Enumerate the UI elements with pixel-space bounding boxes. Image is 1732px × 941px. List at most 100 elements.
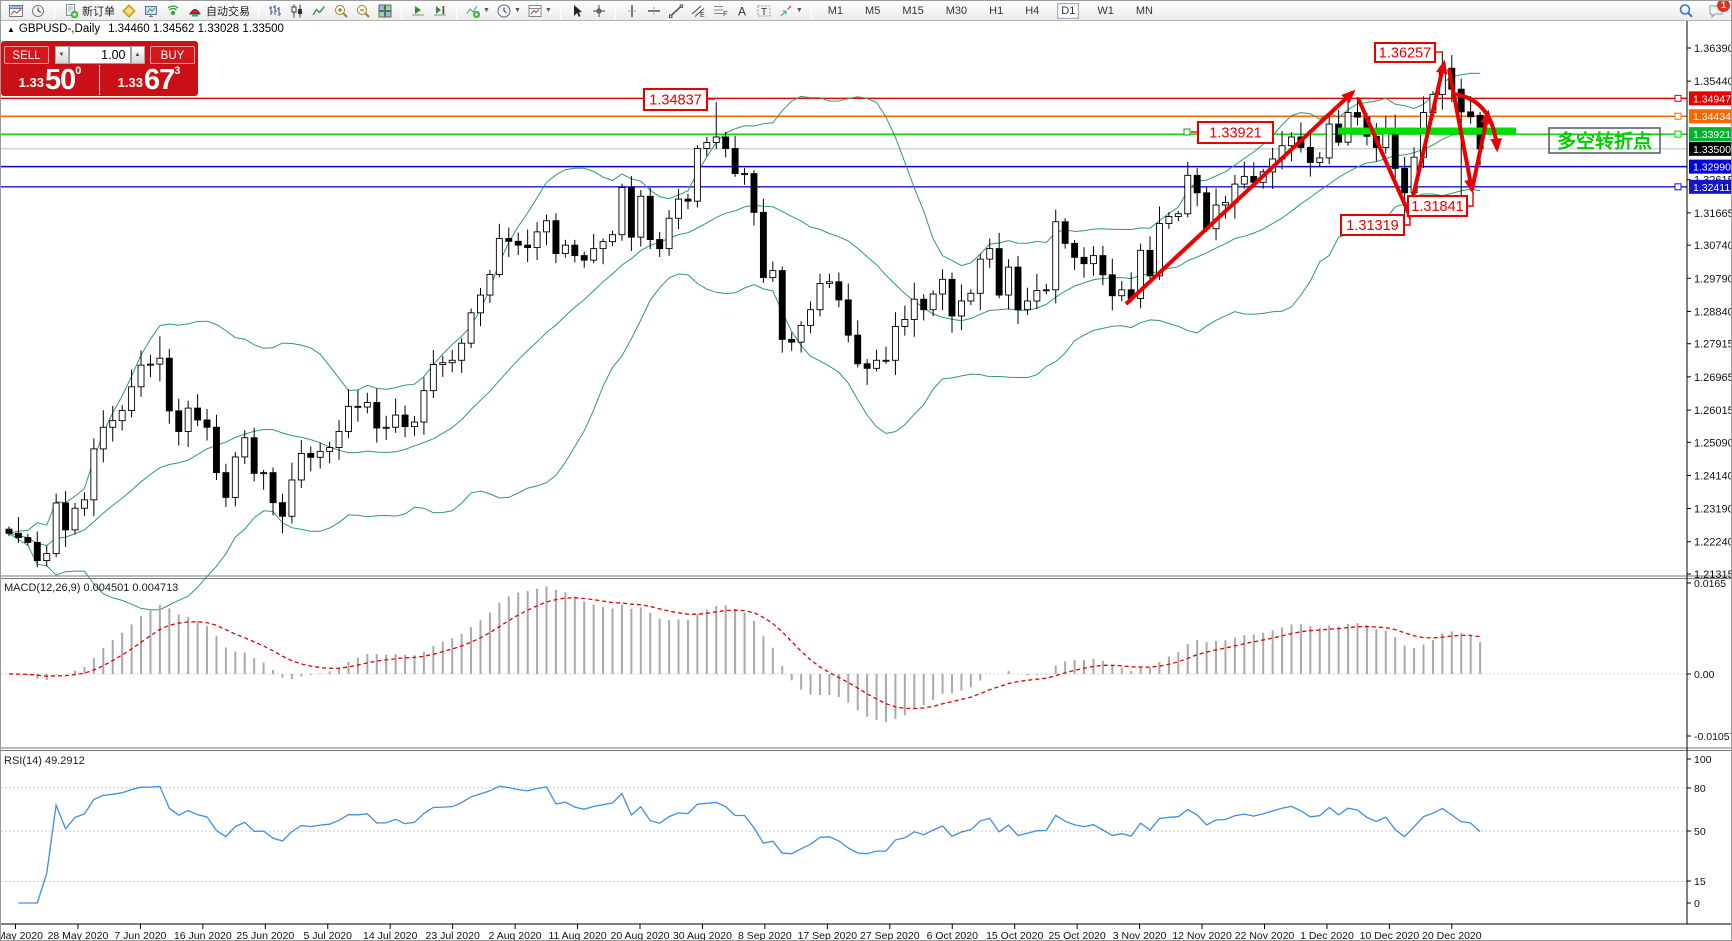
sell-button[interactable]: SELL — [4, 45, 49, 64]
annotation-box[interactable] — [1340, 214, 1405, 236]
macd-pane — [1, 586, 1687, 723]
svg-text:T: T — [761, 6, 767, 17]
fibonacci-button[interactable]: F — [709, 2, 731, 20]
templates-button[interactable]: ▼ — [524, 2, 555, 20]
crosshair-button[interactable] — [588, 2, 610, 20]
zoom-out-button[interactable] — [352, 2, 374, 20]
text-button[interactable]: A — [731, 2, 753, 20]
signals-button[interactable] — [162, 2, 184, 20]
volume-input[interactable] — [68, 45, 131, 64]
text-label-button[interactable]: T — [753, 2, 775, 20]
auto-scroll-button[interactable] — [407, 2, 429, 20]
trend-annotation-arrows[interactable] — [1124, 59, 1502, 306]
timeframe-m15[interactable]: M15 — [902, 4, 924, 17]
annotation-box[interactable] — [1197, 121, 1274, 144]
timeframe-m5[interactable]: M5 — [865, 4, 881, 17]
chart-window-button[interactable] — [5, 2, 27, 20]
zoom-in-button[interactable] — [330, 2, 352, 20]
trend-arrow[interactable] — [1447, 68, 1476, 194]
trend-arrow[interactable] — [1452, 92, 1502, 153]
buy-button[interactable]: BUY — [150, 45, 195, 64]
candle-body — [231, 456, 239, 498]
price-axis[interactable]: 1.363901.354401.326151.316651.307401.297… — [1, 21, 1732, 925]
turning-point-label[interactable]: 多空转折点 — [1548, 127, 1661, 154]
candle-body — [62, 502, 70, 531]
fibonacci-icon: F — [713, 5, 728, 18]
hline-handle[interactable] — [1674, 112, 1682, 120]
candle-body — [1222, 202, 1229, 206]
volume-down-stepper[interactable]: ▼ — [54, 45, 69, 64]
date-label: 6 Oct 2020 — [927, 930, 979, 941]
timeframe-h1[interactable]: H1 — [989, 4, 1004, 17]
candle-chart-button[interactable] — [286, 2, 308, 20]
collapse-triangle-icon[interactable]: ▲ — [7, 24, 15, 34]
price-badge-text: 1.32411 — [1693, 182, 1730, 194]
candle-body — [99, 426, 107, 450]
candle-body — [184, 407, 192, 432]
timeframe-m30[interactable]: M30 — [945, 4, 968, 17]
cursor-button[interactable] — [566, 2, 588, 20]
macd-scale[interactable]: 0.0165 0.00 -0.010571 — [1687, 578, 1732, 743]
tick-chart-button[interactable] — [27, 2, 49, 20]
vertical-line-button[interactable] — [621, 2, 643, 20]
macd-scale-label: 0.0165 — [1694, 578, 1726, 590]
new-order-button[interactable]: 新订单 — [60, 2, 118, 20]
candle-body — [590, 248, 598, 261]
candle-body — [1165, 216, 1173, 224]
trend-line-button[interactable] — [665, 2, 687, 20]
bar-chart-button[interactable] — [264, 2, 286, 20]
timeframe-mn[interactable]: MN — [1135, 4, 1153, 17]
chart-shift-button[interactable] — [429, 2, 451, 20]
candle-body — [703, 142, 711, 149]
dropdown-arrow-icon[interactable]: ▼ — [513, 7, 521, 14]
buy-price-area[interactable]: 1.33 67 3 — [99, 65, 198, 95]
dropdown-arrow-icon[interactable]: ▼ — [544, 7, 552, 14]
line-chart-button[interactable] — [308, 2, 330, 20]
trend-arrow[interactable] — [1470, 109, 1492, 191]
trend-arrow[interactable] — [1124, 89, 1356, 306]
dropdown-arrow-icon[interactable]: ▼ — [483, 7, 490, 14]
arrows-button[interactable]: ▼ — [775, 2, 806, 20]
dropdown-arrow-icon[interactable]: ▼ — [795, 7, 803, 14]
autotrading-button[interactable]: 自动交易 — [184, 2, 253, 20]
rsi-scale[interactable]: 100 80 50 15 0 — [1687, 754, 1712, 910]
price-annotation-boxes[interactable]: 1.34837 1.36257 1.33921 1.31319 1.31841 — [643, 42, 1474, 236]
candle-body — [260, 472, 268, 475]
volume-up-stepper[interactable]: ▲ — [130, 45, 145, 64]
candle-body — [279, 502, 286, 517]
date-label: 15 Oct 2020 — [986, 930, 1043, 941]
zoom-out-icon — [357, 4, 370, 18]
hline-handle[interactable] — [1674, 183, 1682, 191]
indicators-button[interactable]: ▼ — [462, 2, 493, 20]
horizontal-line-button[interactable] — [643, 2, 665, 20]
timeframe-w1[interactable]: W1 — [1097, 4, 1114, 17]
market-watch-button[interactable] — [140, 2, 162, 20]
candle-body — [731, 148, 739, 175]
candle-body — [1099, 255, 1107, 276]
candle-body — [241, 437, 249, 458]
tile-windows-button[interactable] — [374, 2, 396, 20]
price-tick-label: 1.28840 — [1694, 306, 1732, 318]
timeframe-d1[interactable]: D1 — [1057, 2, 1080, 19]
annotation-box[interactable] — [1407, 195, 1468, 217]
annotation-box[interactable] — [643, 88, 708, 111]
time-axis[interactable]: 9 May 2020 28 May 2020 7 Jun 2020 16 Jun 20… — [1, 924, 1482, 941]
timeframe-m1[interactable]: M1 — [827, 4, 844, 17]
trend-arrow[interactable] — [1356, 59, 1448, 221]
candle-body — [1344, 112, 1352, 143]
chat-button[interactable]: 1 — [1697, 1, 1730, 20]
candle-body — [118, 410, 126, 422]
candle-body — [429, 364, 437, 392]
hline-handle[interactable] — [1674, 94, 1682, 102]
hline-handle[interactable] — [1674, 130, 1682, 138]
timeframe-h4[interactable]: H4 — [1025, 4, 1040, 17]
macd-indicator-label: MACD(12,26,9) 0.004501 0.004713 — [4, 582, 179, 594]
equidistant-channel-button[interactable]: E — [687, 2, 709, 20]
annotation-box[interactable] — [1374, 42, 1436, 63]
sell-price-area[interactable]: 1.33 50 0 — [1, 65, 99, 95]
periods-button[interactable]: ▼ — [493, 2, 524, 20]
search-button[interactable] — [1675, 2, 1697, 20]
trendline-handle[interactable] — [1183, 128, 1191, 136]
metaeditor-button[interactable] — [118, 2, 140, 20]
